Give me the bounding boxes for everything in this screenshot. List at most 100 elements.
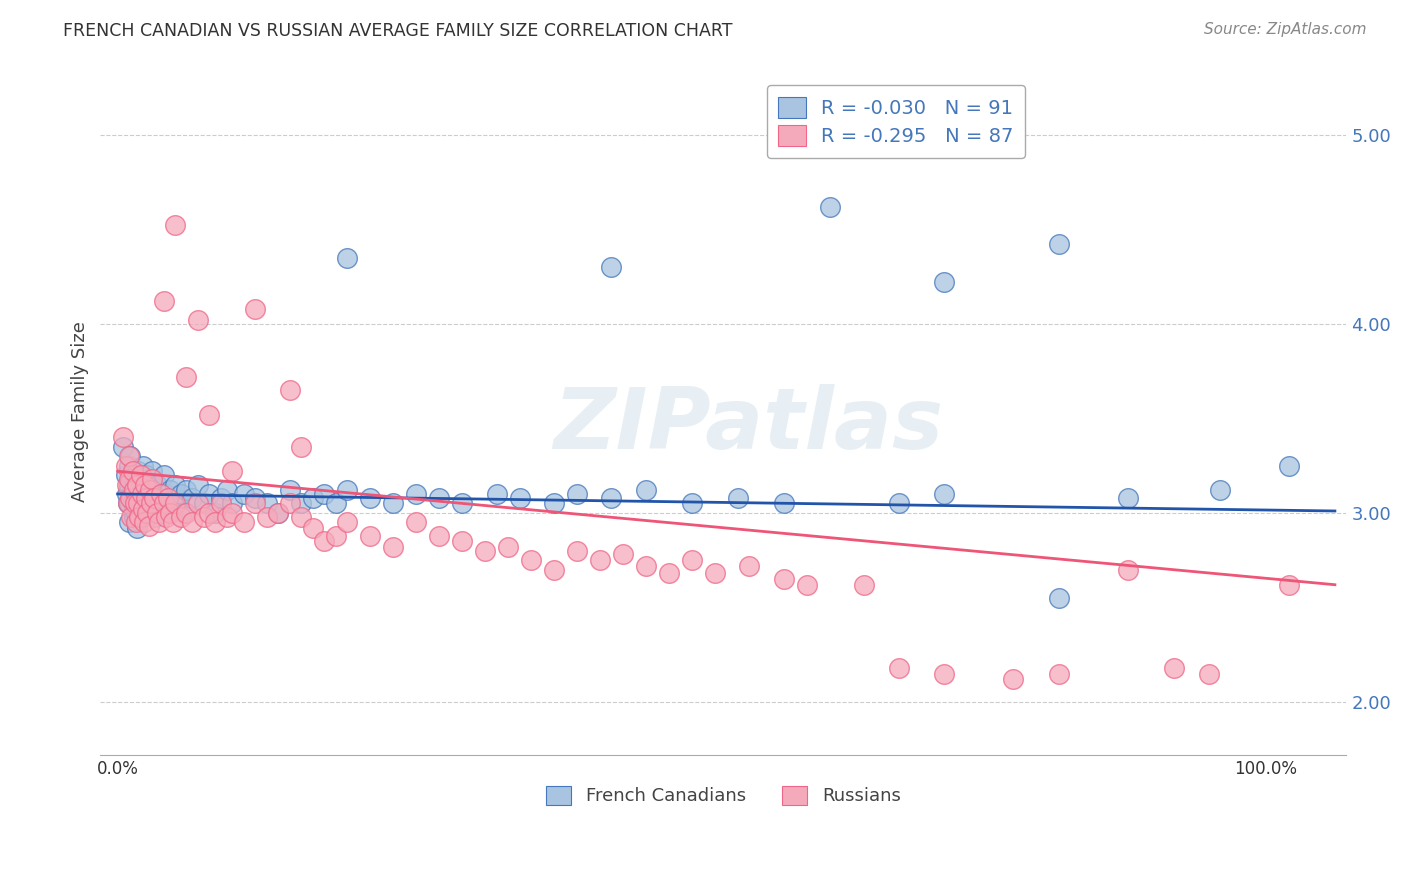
Point	[382, 540, 405, 554]
Point	[267, 506, 290, 520]
Point	[853, 578, 876, 592]
Point	[290, 440, 312, 454]
Point	[136, 506, 159, 520]
Point	[681, 496, 703, 510]
Point	[565, 543, 588, 558]
Point	[120, 491, 142, 505]
Point	[1198, 666, 1220, 681]
Point	[129, 468, 152, 483]
Point	[138, 519, 160, 533]
Point	[290, 509, 312, 524]
Point	[509, 491, 531, 505]
Y-axis label: Average Family Size: Average Family Size	[72, 321, 89, 502]
Point	[1209, 483, 1232, 498]
Point	[128, 509, 150, 524]
Point	[131, 487, 153, 501]
Point	[887, 496, 910, 510]
Point	[267, 506, 290, 520]
Point	[1047, 591, 1070, 605]
Text: Source: ZipAtlas.com: Source: ZipAtlas.com	[1204, 22, 1367, 37]
Point	[727, 491, 749, 505]
Legend: French Canadians, Russians: French Canadians, Russians	[537, 777, 910, 814]
Point	[703, 566, 725, 581]
Point	[173, 506, 195, 520]
Point	[121, 464, 143, 478]
Point	[934, 487, 956, 501]
Point	[336, 483, 359, 498]
Point	[600, 260, 623, 274]
Point	[336, 251, 359, 265]
Point	[122, 509, 145, 524]
Point	[131, 509, 153, 524]
Point	[132, 458, 155, 473]
Point	[139, 491, 162, 505]
Point	[145, 477, 167, 491]
Point	[118, 496, 141, 510]
Point	[129, 472, 152, 486]
Point	[1116, 563, 1139, 577]
Point	[143, 496, 166, 510]
Point	[772, 496, 794, 510]
Point	[187, 313, 209, 327]
Point	[124, 491, 146, 505]
Point	[405, 516, 427, 530]
Point	[170, 487, 193, 501]
Point	[1002, 673, 1025, 687]
Point	[290, 496, 312, 510]
Point	[405, 487, 427, 501]
Point	[772, 572, 794, 586]
Point	[163, 219, 186, 233]
Point	[155, 509, 177, 524]
Point	[314, 487, 336, 501]
Point	[1278, 578, 1301, 592]
Point	[132, 502, 155, 516]
Point	[181, 516, 204, 530]
Point	[818, 200, 841, 214]
Point	[117, 496, 139, 510]
Point	[520, 553, 543, 567]
Point	[325, 496, 347, 510]
Point	[301, 491, 323, 505]
Point	[451, 534, 474, 549]
Point	[170, 509, 193, 524]
Point	[176, 369, 198, 384]
Point	[125, 516, 148, 530]
Point	[145, 509, 167, 524]
Point	[145, 506, 167, 520]
Point	[132, 516, 155, 530]
Point	[135, 491, 157, 505]
Point	[314, 534, 336, 549]
Point	[221, 496, 243, 510]
Point	[887, 661, 910, 675]
Point	[162, 502, 184, 516]
Point	[301, 521, 323, 535]
Point	[589, 553, 612, 567]
Point	[278, 496, 301, 510]
Point	[681, 553, 703, 567]
Point	[176, 483, 198, 498]
Point	[474, 543, 496, 558]
Point	[163, 496, 186, 510]
Point	[1163, 661, 1185, 675]
Point	[135, 468, 157, 483]
Point	[278, 383, 301, 397]
Point	[124, 477, 146, 491]
Point	[138, 506, 160, 520]
Point	[152, 468, 174, 483]
Point	[125, 506, 148, 520]
Point	[122, 483, 145, 498]
Point	[934, 275, 956, 289]
Point	[117, 496, 139, 510]
Point	[162, 516, 184, 530]
Point	[427, 491, 450, 505]
Point	[138, 483, 160, 498]
Point	[159, 483, 181, 498]
Point	[150, 487, 173, 501]
Point	[148, 506, 170, 520]
Point	[245, 496, 267, 510]
Point	[134, 496, 156, 510]
Point	[427, 528, 450, 542]
Point	[138, 472, 160, 486]
Point	[127, 496, 149, 510]
Point	[336, 516, 359, 530]
